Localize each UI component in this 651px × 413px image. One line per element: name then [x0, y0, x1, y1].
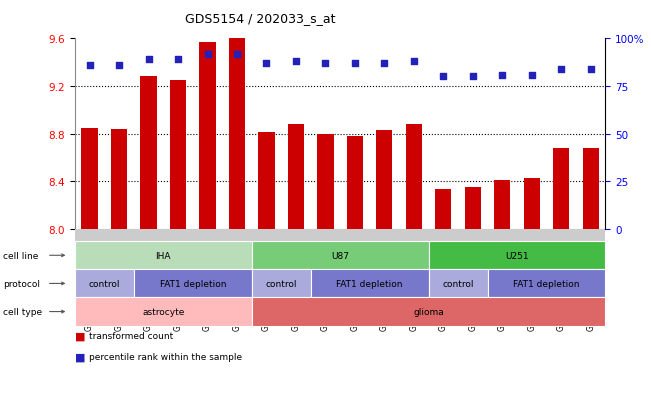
Bar: [347, 137, 363, 229]
Text: IHA: IHA: [156, 251, 171, 260]
Point: [114, 62, 124, 69]
Bar: [317, 134, 333, 229]
Point: [527, 72, 537, 78]
Text: FAT1 depletion: FAT1 depletion: [513, 279, 580, 288]
Point: [438, 74, 449, 81]
Text: cell type: cell type: [3, 307, 42, 316]
Text: transformed count: transformed count: [89, 332, 173, 341]
Point: [467, 74, 478, 81]
Bar: [170, 81, 186, 229]
Bar: [406, 125, 422, 229]
Text: control: control: [442, 279, 474, 288]
Text: glioma: glioma: [413, 307, 444, 316]
Bar: [583, 148, 599, 229]
Text: astrocyte: astrocyte: [142, 307, 184, 316]
Bar: [81, 128, 98, 229]
Bar: [288, 125, 304, 229]
Text: control: control: [266, 279, 297, 288]
Text: protocol: protocol: [3, 279, 40, 288]
Point: [173, 57, 183, 64]
Text: U87: U87: [331, 251, 349, 260]
Bar: [465, 188, 481, 229]
Point: [320, 61, 331, 67]
Point: [291, 59, 301, 65]
Point: [585, 66, 596, 73]
Bar: [199, 43, 215, 229]
Point: [556, 66, 566, 73]
Point: [497, 72, 508, 78]
Text: control: control: [89, 279, 120, 288]
Bar: [229, 39, 245, 229]
Point: [143, 57, 154, 64]
Text: FAT1 depletion: FAT1 depletion: [159, 279, 226, 288]
Text: ■: ■: [75, 352, 85, 362]
Point: [379, 61, 389, 67]
Text: FAT1 depletion: FAT1 depletion: [337, 279, 403, 288]
Bar: [141, 77, 157, 229]
Point: [232, 51, 242, 58]
Text: percentile rank within the sample: percentile rank within the sample: [89, 352, 242, 361]
Bar: [111, 129, 127, 229]
Text: GDS5154 / 202033_s_at: GDS5154 / 202033_s_at: [186, 12, 336, 25]
Text: U251: U251: [505, 251, 529, 260]
Point: [350, 61, 360, 67]
Point: [261, 61, 271, 67]
Text: cell line: cell line: [3, 251, 38, 260]
Point: [85, 62, 95, 69]
Bar: [258, 133, 275, 229]
Point: [409, 59, 419, 65]
Bar: [553, 148, 570, 229]
Point: [202, 51, 213, 58]
Bar: [494, 180, 510, 229]
Bar: [376, 131, 393, 229]
Bar: [523, 178, 540, 229]
Text: ■: ■: [75, 331, 85, 341]
Bar: [436, 190, 451, 229]
